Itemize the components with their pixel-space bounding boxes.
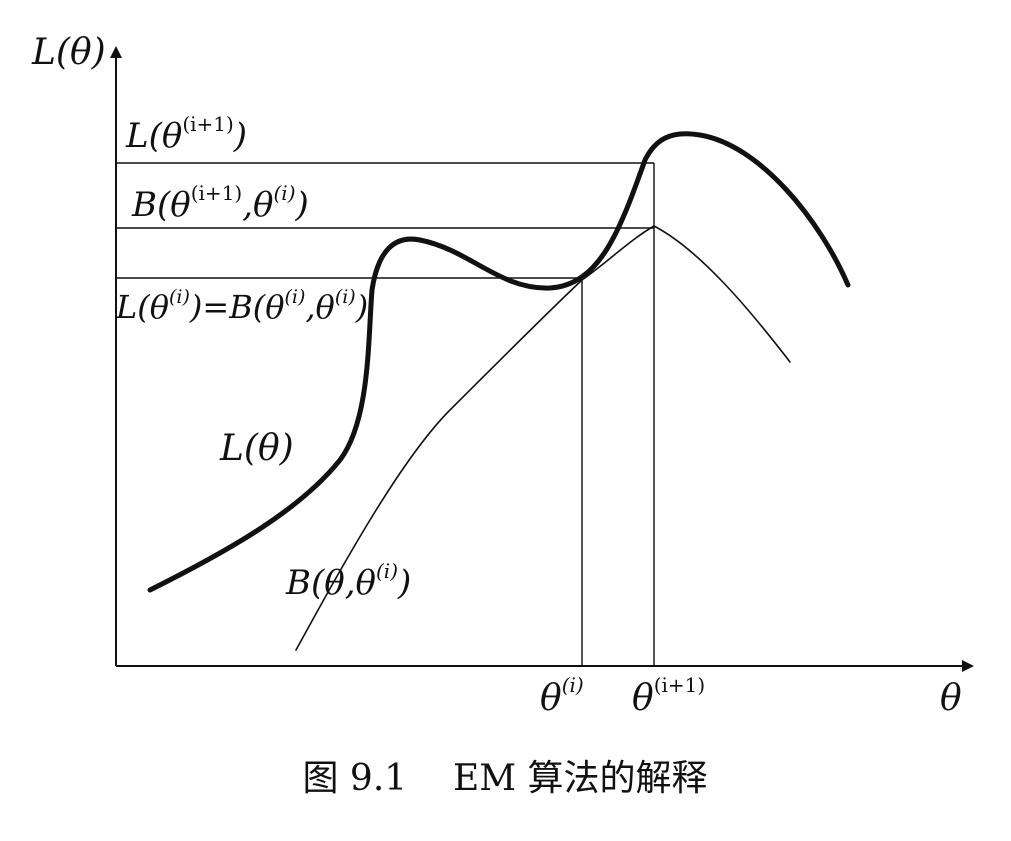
label-curve-l: L(θ): [219, 428, 294, 469]
label-theta-next: θ(i+1): [632, 673, 705, 719]
x-axis-label: θ: [940, 678, 962, 719]
label-curve-b: B(θ,θ(i)): [285, 559, 411, 603]
figure-caption: 图 9.1 EM 算法的解释: [302, 758, 707, 799]
label-b-next: B(θ(i+1),θ(i)): [131, 181, 309, 225]
label-l-next: L(θ(i+1)): [125, 112, 247, 156]
bound-curve: [295, 225, 791, 651]
label-l-equal-b: L(θ(i))=B(θ(i),θ(i)): [115, 286, 368, 326]
y-axis-label: L(θ): [31, 32, 106, 73]
label-theta-i: θ(i): [540, 673, 584, 719]
likelihood-curve: [147, 131, 851, 593]
